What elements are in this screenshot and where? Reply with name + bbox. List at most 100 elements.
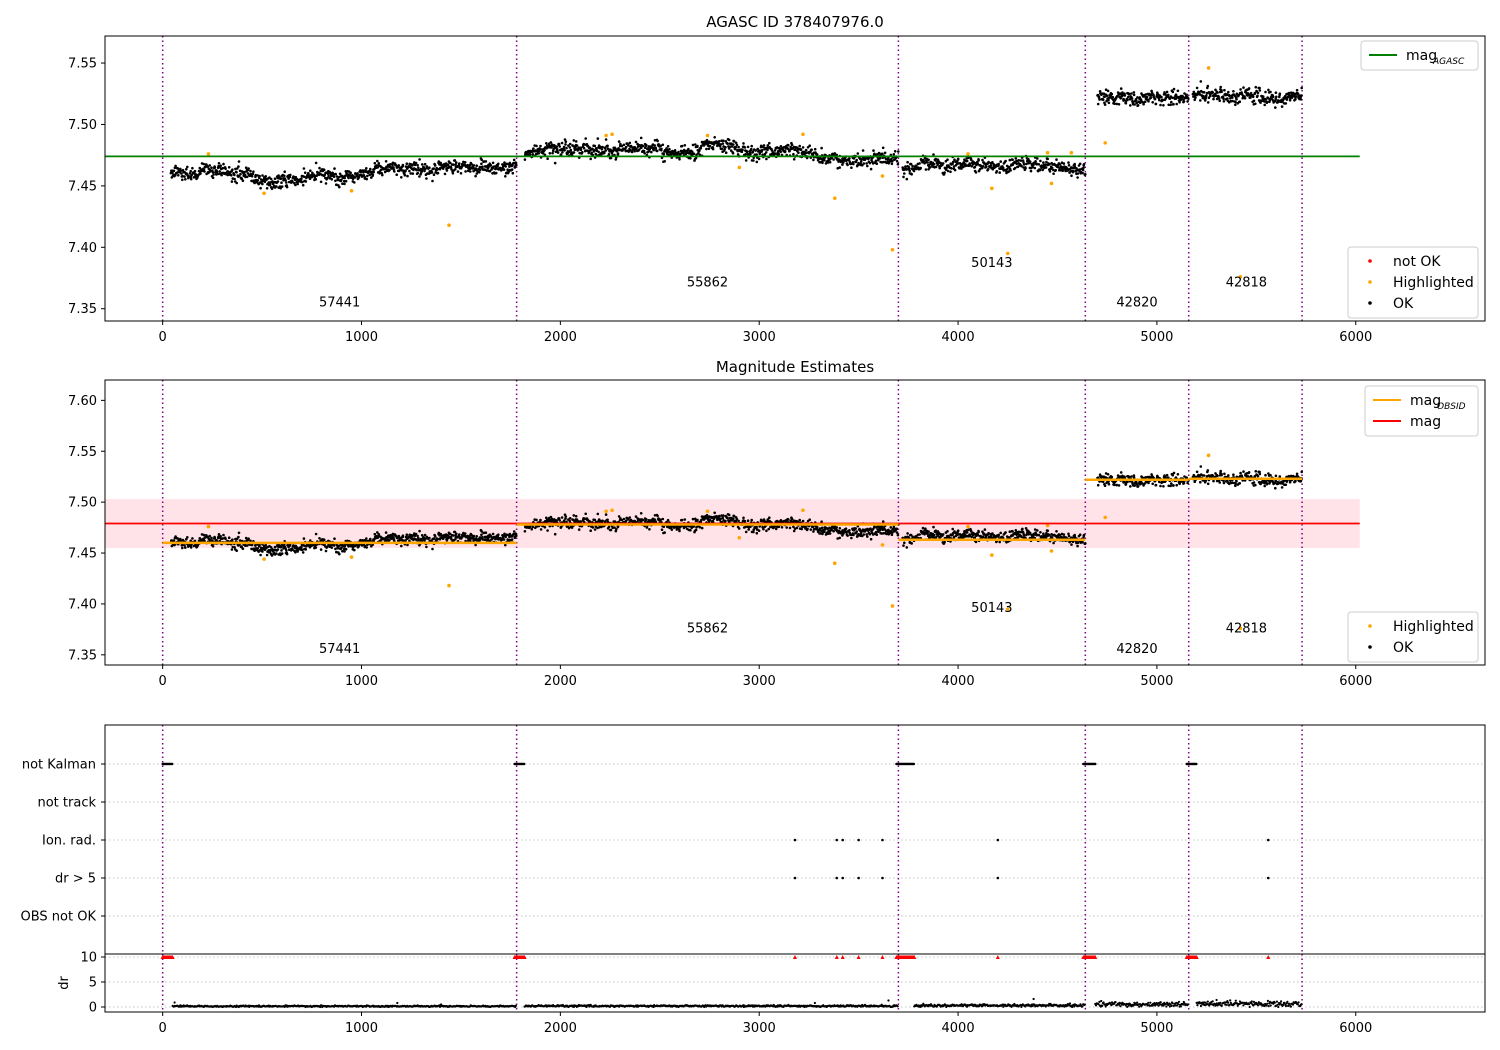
ok-point	[731, 152, 735, 155]
ok-point	[381, 173, 384, 177]
ok-point	[912, 169, 916, 173]
ok-point	[1206, 469, 1210, 472]
ok-point	[798, 518, 801, 522]
ok-point	[531, 153, 535, 156]
ok-point	[417, 166, 420, 170]
ok-point	[708, 144, 712, 148]
ok-point	[265, 187, 269, 190]
ok-point	[1219, 469, 1222, 473]
ok-point	[560, 141, 564, 145]
legend-label: not OK	[1393, 254, 1441, 270]
ok-point	[960, 167, 963, 170]
ok-point	[1261, 95, 1265, 98]
ok-point	[892, 153, 896, 156]
ok-point	[188, 172, 192, 175]
ok-point	[347, 176, 350, 180]
ok-point	[732, 140, 736, 143]
ok-point	[905, 177, 909, 181]
ok-point	[277, 174, 280, 177]
legend-marker-swatch	[1368, 259, 1372, 263]
ok-point	[932, 533, 936, 537]
ok-point	[295, 177, 299, 181]
ok-point	[318, 166, 321, 170]
ok-point	[997, 162, 1000, 166]
ok-point	[241, 179, 245, 182]
y-tick-label: 7.35	[68, 302, 97, 317]
ok-point	[661, 517, 665, 521]
ok-point	[896, 162, 900, 166]
ok-point	[1022, 161, 1025, 164]
ok-point	[603, 151, 606, 154]
ok-point	[383, 170, 387, 174]
ok-point	[1181, 95, 1185, 98]
ok-point	[172, 169, 176, 173]
ok-point	[478, 170, 481, 174]
ok-point	[1034, 160, 1037, 163]
ok-point	[690, 150, 694, 153]
ok-point	[193, 169, 197, 173]
ok-point	[308, 177, 312, 181]
ok-point	[252, 170, 255, 173]
ok-point	[1055, 530, 1058, 533]
ok-point	[411, 172, 415, 175]
ok-point	[1071, 169, 1075, 173]
ok-point	[415, 168, 418, 172]
ok-point	[363, 176, 367, 179]
ok-point	[261, 182, 264, 186]
ok-point	[841, 163, 844, 166]
ok-point	[265, 178, 268, 182]
ok-point	[480, 158, 484, 162]
ok-point	[1128, 92, 1131, 96]
ok-point	[303, 171, 307, 174]
ok-point	[607, 153, 611, 156]
ok-point	[404, 539, 407, 542]
ok-point	[236, 167, 239, 170]
ok-point	[1046, 529, 1049, 532]
ok-point	[1054, 168, 1057, 172]
ok-point	[1251, 95, 1255, 99]
ok-point	[614, 158, 618, 161]
ok-point	[577, 528, 581, 531]
ok-point	[1263, 103, 1266, 107]
ok-point	[1076, 544, 1079, 548]
ok-point	[903, 172, 906, 175]
ok-point	[1253, 91, 1257, 95]
ok-point	[537, 152, 541, 155]
ok-point	[1265, 100, 1269, 104]
ok-point	[491, 532, 495, 536]
ok-point	[179, 169, 183, 173]
ok-point	[800, 527, 803, 531]
ok-point	[1098, 90, 1102, 93]
ok-point	[502, 538, 506, 541]
ok-point	[330, 178, 334, 181]
ok-point	[314, 161, 318, 165]
ok-point	[1001, 166, 1005, 170]
ok-point	[1194, 96, 1197, 100]
ok-point	[172, 539, 176, 542]
ok-point	[254, 173, 257, 177]
ok-point	[1008, 158, 1012, 162]
ok-point	[989, 164, 993, 167]
ok-point	[1239, 88, 1242, 91]
ok-point	[283, 174, 286, 178]
ok-point	[539, 144, 542, 148]
ok-point	[766, 144, 770, 147]
ok-point	[724, 146, 727, 149]
ok-point	[1206, 101, 1210, 104]
ok-point	[915, 164, 918, 168]
ok-point	[744, 530, 748, 534]
ok-point	[855, 158, 858, 162]
obsid-label: 57441	[319, 295, 360, 310]
ok-point	[1104, 88, 1108, 91]
ok-point	[932, 153, 935, 156]
ok-point	[757, 529, 761, 532]
ok-point	[480, 162, 483, 166]
ok-point	[1280, 105, 1284, 108]
ok-point	[230, 180, 234, 183]
ok-point	[689, 528, 692, 532]
ok-point	[497, 533, 500, 536]
ok-point	[416, 171, 420, 175]
ok-point	[300, 545, 303, 549]
ok-point	[1067, 532, 1070, 536]
ok-point	[720, 147, 724, 151]
